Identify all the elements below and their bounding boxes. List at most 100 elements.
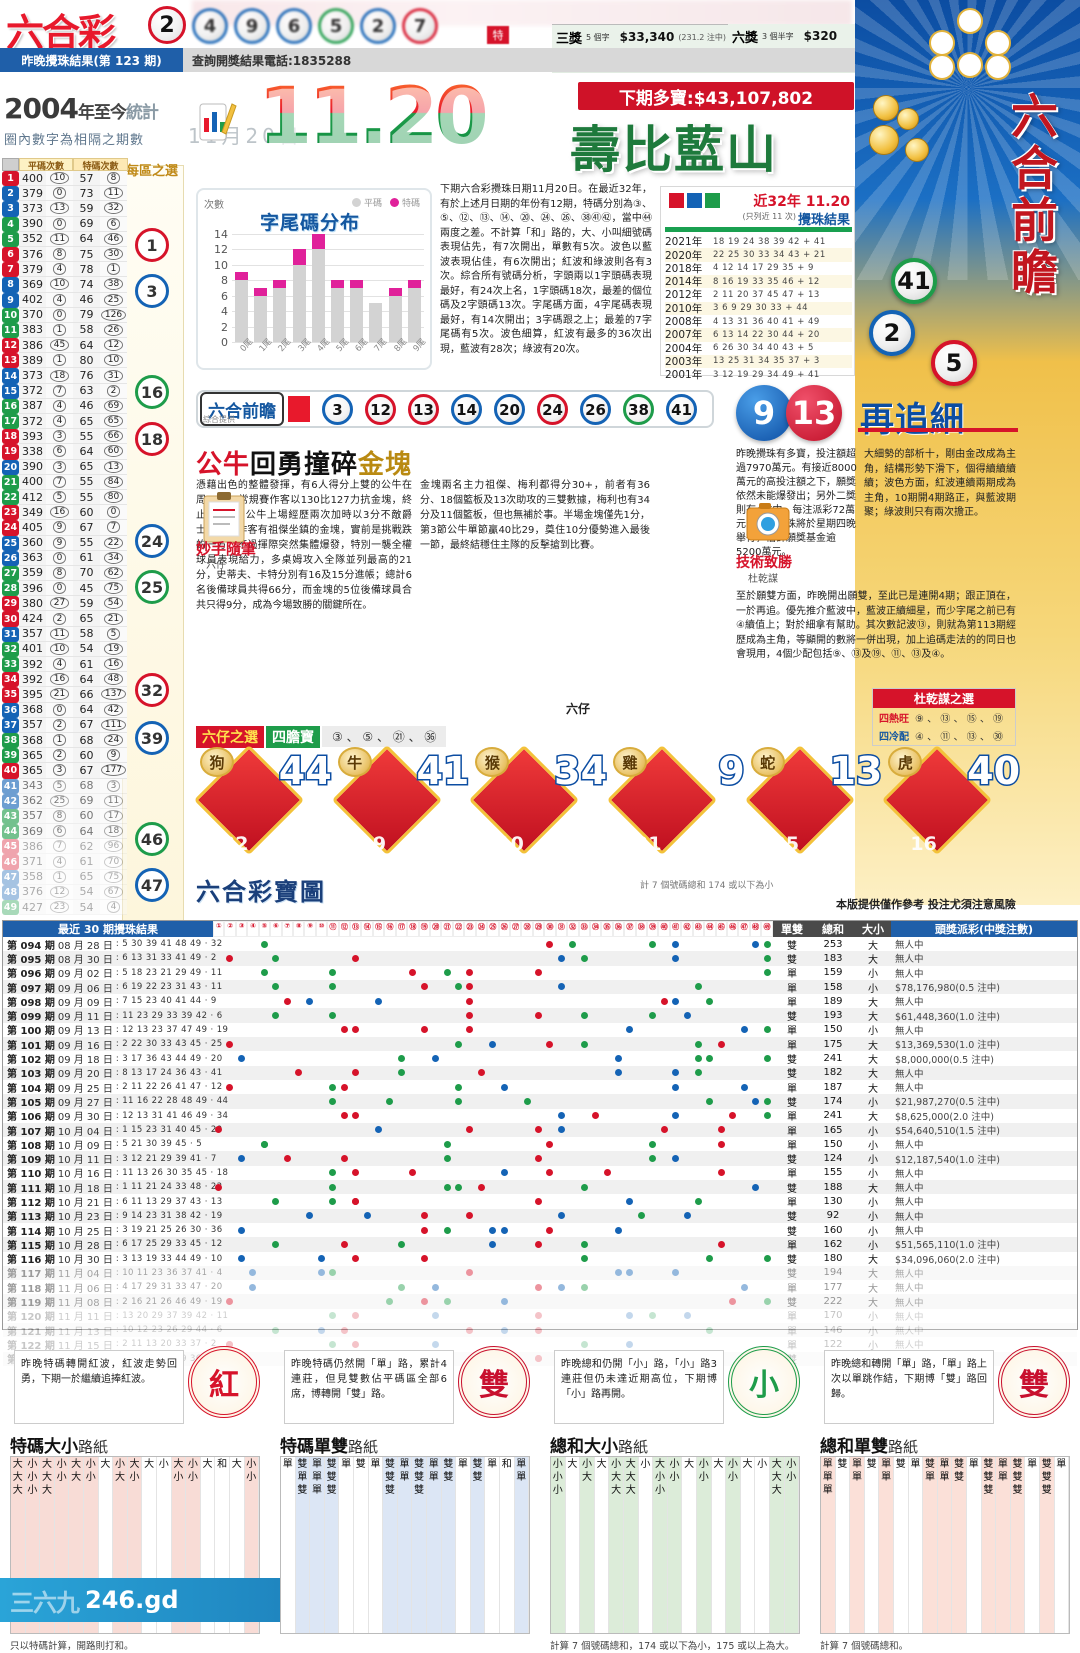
stats-special-count: 76 — [73, 368, 100, 384]
number-col-header: ⑨ — [304, 921, 316, 937]
road-cell: 小 — [552, 1459, 563, 1470]
historical-year: 2020年 — [665, 249, 703, 262]
draw-number-dot — [683, 1312, 691, 1320]
draw-number-dot — [649, 1140, 657, 1148]
draw-payout: $21,987,270(0.5 注中) — [895, 1097, 1000, 1109]
road-cell: 雙 — [1041, 1485, 1052, 1496]
draw-number-dot — [455, 1083, 462, 1091]
stats-special-gap: 46 — [100, 231, 127, 247]
draw-period-cell: 第 096 期 09 月 02 日: 5 18 23 21 29 49 · 11 — [3, 965, 222, 981]
table-color-icons — [669, 193, 720, 208]
draw-date: 11 月 11 日 — [57, 1312, 113, 1324]
stats-special-gap: 66 — [100, 429, 127, 445]
road-cell: 大 — [231, 1459, 242, 1470]
draw-date: 09 月 11 日 — [57, 1012, 113, 1024]
draw-sum: 170 — [823, 1310, 843, 1322]
stats-row: 17 372 4 65 65 — [2, 414, 130, 430]
tail-digit-chart: 次數 字尾碼分布 平碼 特碼 0 2 4 6 8 10 12 14 0尾 1尾 2尾 3尾 4尾 5尾 6尾… — [196, 188, 432, 370]
stats-normal-count: 371 — [19, 854, 46, 870]
number-col-header: ㉗ — [509, 921, 522, 937]
draw-number-dot — [580, 1283, 588, 1291]
draw-payout: $51,565,110(1.0 注中) — [895, 1240, 1000, 1252]
draw-number-dot — [237, 1155, 245, 1163]
road-cell: 大 — [41, 1459, 52, 1470]
draw-date: 10 月 30 日 — [57, 1255, 113, 1267]
table-row: 第 114 期 10 月 25 日: 3 19 21 25 26 30 · 36 雙… — [3, 1223, 1077, 1238]
draw-payout: 無人中 — [895, 954, 924, 966]
draw-date: 10 月 11 日 — [57, 1155, 113, 1167]
draw-numbers: : 1 11 21 24 33 48 · 22 — [115, 1182, 223, 1193]
draw-number-dot — [752, 1183, 760, 1191]
draw-bigsmall: 小 — [868, 1198, 878, 1209]
road-cell: 大 — [71, 1459, 82, 1470]
stats-special-gap: 17 — [100, 808, 127, 825]
hero-ball: 5 — [931, 340, 977, 386]
stats-row: 8 369 10 74 38 — [2, 277, 130, 293]
draw-number-dot — [329, 1269, 337, 1277]
draw-number-dot — [580, 1040, 588, 1048]
draw-number-dot — [763, 1054, 771, 1062]
draw-number-dot — [557, 1212, 565, 1220]
coin-icon — [905, 138, 929, 162]
draw-date: 11 月 15 日 — [57, 1340, 113, 1352]
draw-date: 09 月 25 日 — [57, 1083, 113, 1095]
draw-number-dot — [272, 954, 280, 962]
draw-period: 第 122 期 — [7, 1340, 55, 1352]
result-ball: 2 — [360, 8, 396, 44]
road-column: 單 — [485, 1457, 500, 1633]
table-row: 第 100 期 09 月 13 日: 12 13 23 37 47 49 · 19… — [3, 1023, 1077, 1037]
stats-special-gap: 30 — [100, 246, 127, 263]
stats-special-gap: 18 — [100, 824, 127, 840]
road-cell: 單 — [457, 1459, 468, 1470]
road-column: 單單單 — [821, 1457, 836, 1633]
road-cell: 雙 — [384, 1459, 395, 1470]
green-swatch — [705, 193, 720, 208]
draw-number-dot — [409, 1169, 417, 1177]
stats-row-number: 42 — [2, 793, 19, 809]
prize-units: (231.2 注中) — [678, 32, 726, 42]
draw-oddeven: 雙 — [787, 1226, 797, 1238]
stats-normal-gap: 9 — [46, 520, 73, 536]
draw-number-dot — [626, 1312, 634, 1320]
draw-dot-matrix — [213, 980, 773, 994]
draw-number-dot — [420, 1026, 428, 1034]
road-cell: 單 — [851, 1459, 862, 1470]
draw-period: 第 099 期 — [7, 1012, 55, 1024]
chart-legend: 平碼 特碼 — [351, 196, 420, 209]
tech-picks-box: 杜乾謀之選 四熱旺 ⑨ 、 ⑬ 、 ⑮ 、 ⑲ 四冷配 ④ 、 ⑪ 、 ⑬ 、 … — [872, 688, 1016, 746]
draw-number-dot — [237, 1255, 245, 1263]
zodiac-card: 虎 40 16 — [882, 744, 1022, 857]
stats-normal-count: 380 — [19, 596, 46, 612]
stats-row-number: 13 — [2, 353, 19, 369]
draw-number-dot — [717, 1140, 725, 1148]
number-col-header: ⑭ — [361, 921, 373, 937]
draw-number-dot — [260, 940, 268, 948]
draw-number-dot — [580, 1255, 588, 1263]
zodiac-card: 猴 34 10 — [469, 744, 609, 857]
historical-subtitle: 攪珠結果 — [797, 213, 850, 228]
legend-label: 特碼 — [401, 199, 420, 209]
draw-period-cell: 第 108 期 10 月 09 日: 5 21 30 39 45 · 5 — [3, 1137, 213, 1152]
draw-dot-matrix — [213, 1209, 773, 1223]
stats-special-count: 54 — [73, 641, 100, 657]
stats-normal-gap: 45 — [46, 338, 73, 354]
historical-row: 2004年 6 26 30 34 40 43 + 5 — [665, 341, 852, 355]
stats-normal-count: 424 — [19, 611, 46, 627]
draw-period-cell: 第 120 期 11 月 11 日: 13 20 29 37 39 42 · 11 — [3, 1308, 228, 1324]
draw-number-dot — [500, 1169, 508, 1177]
stats-normal-gap: 7 — [46, 839, 73, 855]
road-cell: 小 — [669, 1472, 680, 1483]
draw-period: 第 121 期 — [7, 1326, 55, 1338]
draw-date: 09 月 30 日 — [57, 1112, 113, 1124]
road-cell: 小 — [173, 1472, 184, 1483]
stats-normal-gap: 6 — [46, 444, 73, 460]
forecast-ball: 20 — [494, 394, 525, 425]
tech-picks-cold-label: 四冷配 — [879, 731, 909, 743]
draw-number-dot — [329, 1097, 337, 1105]
draw-period: 第 111 期 — [7, 1183, 55, 1195]
draw-dot-matrix — [213, 1223, 773, 1237]
stats-row-number: 29 — [2, 596, 19, 612]
tech-headline-underline — [858, 428, 1018, 432]
road-cell: 單 — [311, 1459, 322, 1470]
number-col-header: ⑦ — [281, 921, 293, 937]
